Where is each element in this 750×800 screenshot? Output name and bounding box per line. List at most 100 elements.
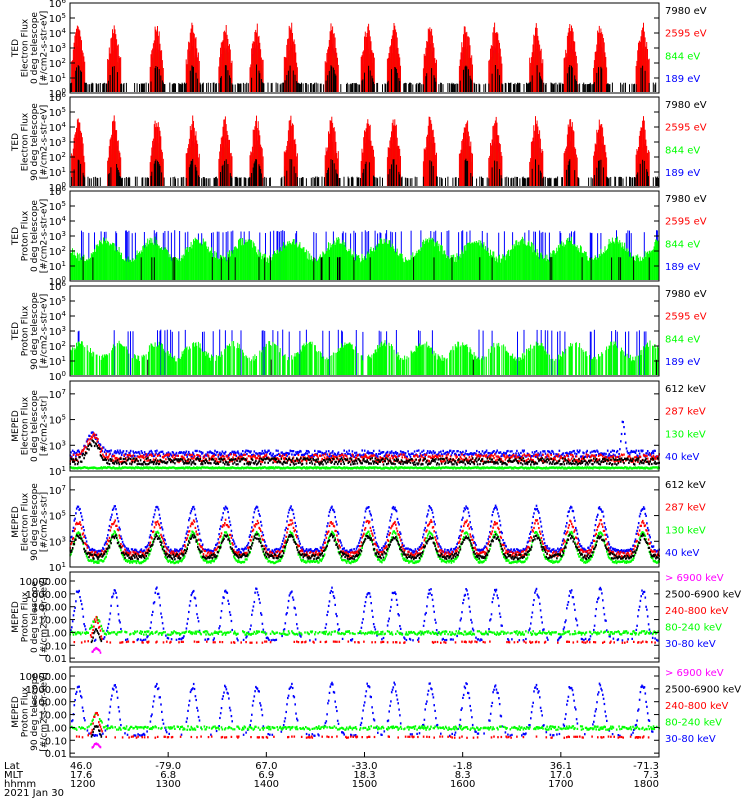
data-mark [369,452,371,454]
data-mark [176,452,178,454]
data-mark [272,455,274,457]
data-mark [187,453,189,455]
data-mark [262,450,264,452]
y-axis-label: TEDElectron Flux90 deg telescope[#/cm2-s… [11,103,50,181]
data-mark [294,454,296,456]
data-mark [246,453,248,455]
data-mark [535,456,537,458]
data-mark [181,451,183,453]
data-mark [215,454,217,456]
data-mark [332,450,334,452]
data-mark [482,450,484,452]
data-mark [290,450,292,452]
data-mark [395,451,397,453]
data-mark [573,450,575,452]
data-mark [604,453,606,455]
data-mark [285,452,287,454]
data-mark [391,450,393,452]
data-mark [245,450,247,452]
data-mark [133,452,135,454]
data-mark [348,450,350,452]
data-mark [622,421,624,423]
data-mark [505,452,507,454]
legend-entry: 844 eV [665,334,700,345]
data-mark [141,452,143,454]
data-mark [123,450,125,452]
series-p1-1 [72,23,650,92]
data-mark [136,452,138,454]
data-mark [314,450,316,452]
data-mark [595,451,597,453]
data-mark [420,453,422,455]
y-tick-label: 103 [49,230,66,243]
data-mark [155,450,157,452]
data-mark [532,451,534,453]
data-mark [78,454,80,456]
data-mark [156,450,158,452]
data-mark [574,452,576,454]
data-mark [496,450,498,452]
data-mark [120,452,122,454]
data-mark [534,451,536,453]
legend-entry: 7980 eV [665,289,707,300]
series-p3-2 [70,237,659,280]
y-tick-label: 105 [49,295,66,308]
data-mark [202,452,204,454]
data-mark [83,450,85,452]
data-mark [320,451,322,453]
data-mark [163,453,165,455]
data-mark [465,452,467,454]
legend-entry: 844 eV [665,145,700,156]
data-mark [597,451,599,453]
data-mark [610,451,612,453]
data-mark [126,450,128,452]
data-mark [559,450,561,452]
data-mark [515,452,517,454]
y-tick-label: 106 [49,185,67,198]
data-mark [507,450,509,452]
y-tick-label: 101 [49,166,66,179]
data-mark [509,454,511,456]
data-mark [125,453,127,455]
data-mark [159,452,161,454]
data-mark [618,453,620,455]
data-mark [168,451,170,453]
data-mark [352,450,354,452]
data-mark [569,451,571,453]
data-mark [636,450,638,452]
data-mark [84,446,86,448]
data-mark [186,451,188,453]
data-mark [329,456,331,458]
data-mark [214,450,216,452]
data-mark [617,450,619,452]
y-tick-label: 106 [49,280,67,293]
data-mark [583,452,585,454]
data-mark [222,451,224,453]
y-tick-label: 102 [49,245,66,258]
data-mark [544,450,546,452]
data-mark [121,454,123,456]
data-mark [338,451,340,453]
data-mark [354,452,356,454]
data-mark [421,451,423,453]
y-tick-label: 101 [49,260,66,273]
data-mark [119,452,121,454]
data-mark [579,450,581,452]
legend-entry: 2595 eV [665,29,707,40]
data-mark [646,452,648,454]
data-mark [149,451,151,453]
data-mark [445,452,447,454]
series-p5-3 [69,421,660,458]
data-mark [83,448,85,450]
data-mark [642,450,644,452]
data-mark [500,451,502,453]
data-mark [173,452,175,454]
data-mark [457,450,459,452]
data-mark [114,450,116,452]
y-tick-label: 104 [49,27,67,40]
data-mark [486,450,488,452]
data-mark [639,453,641,455]
